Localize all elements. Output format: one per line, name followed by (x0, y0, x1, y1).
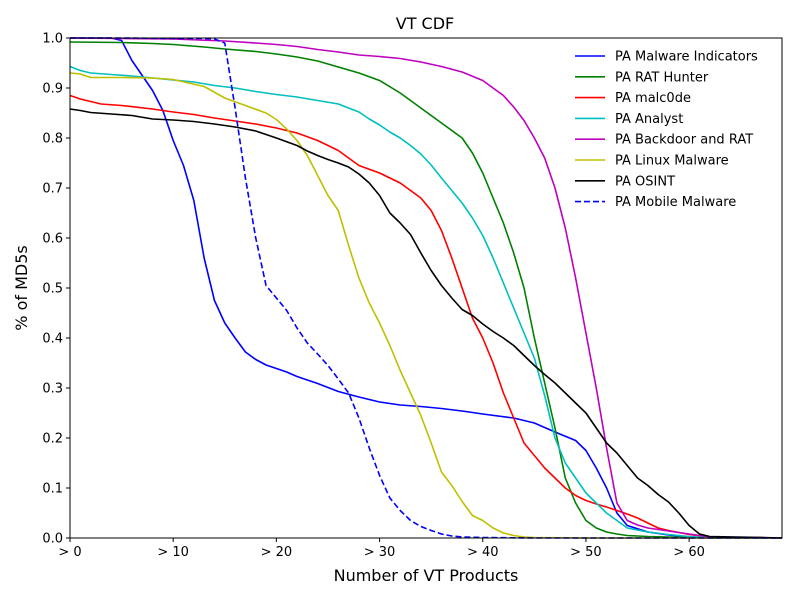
x-tick-label-3: > 30 (364, 545, 396, 560)
x-tick-label-5: > 50 (570, 545, 602, 560)
legend-label-4: PA Backdoor and RAT (615, 133, 753, 148)
x-tick-label-2: > 20 (261, 545, 293, 560)
series-line-5 (69, 72, 782, 539)
y-tick-label-5: 0.5 (42, 282, 63, 297)
y-tick-label-2: 0.2 (42, 432, 63, 447)
x-axis-title: Number of VT Products (334, 566, 519, 585)
legend-label-7: PA Mobile Malware (615, 195, 736, 210)
y-tick-label-4: 0.4 (42, 332, 63, 347)
y-tick-label-3: 0.3 (42, 382, 63, 397)
x-tick-label-0: > 0 (58, 545, 81, 560)
y-tick-label-6: 0.6 (42, 232, 63, 247)
series-line-4 (69, 37, 783, 539)
series-line-2 (69, 94, 783, 539)
x-axis-ticks: > 0 > 10 > 20 > 30 > 40 > 50 > 60 (58, 538, 705, 560)
x-tick-label-6: > 60 (673, 545, 705, 560)
series-line-7 (70, 37, 782, 539)
series-line-6 (69, 108, 783, 539)
y-tick-label-10: 1.0 (42, 32, 63, 47)
series-line-0 (70, 37, 783, 539)
legend-label-3: PA Analyst (615, 112, 683, 127)
series-line-3 (69, 65, 783, 539)
y-tick-label-8: 0.8 (42, 132, 63, 147)
plot-lines (69, 37, 783, 539)
chart-title: VT CDF (396, 14, 455, 33)
legend-label-1: PA RAT Hunter (615, 70, 709, 85)
y-axis-title: % of MD5s (12, 245, 31, 330)
legend-label-0: PA Malware Indicators (615, 50, 758, 65)
y-tick-label-0: 0.0 (42, 532, 63, 547)
legend: PA Malware Indicators PA RAT Hunter PA mal… (575, 50, 758, 210)
legend-label-5: PA Linux Malware (615, 154, 729, 169)
y-axis-ticks: 0.0 0.1 0.2 0.3 0.4 0.5 0.6 0.7 0.8 0.9 1.0 (42, 32, 70, 547)
x-tick-label-1: > 10 (157, 545, 189, 560)
y-tick-label-9: 0.9 (42, 82, 63, 97)
y-tick-label-7: 0.7 (42, 182, 63, 197)
legend-label-2: PA malc0de (615, 91, 691, 106)
legend-label-6: PA OSINT (615, 174, 675, 189)
y-tick-label-1: 0.1 (42, 482, 63, 497)
series-line-1 (69, 41, 782, 539)
x-tick-label-4: > 40 (467, 545, 499, 560)
